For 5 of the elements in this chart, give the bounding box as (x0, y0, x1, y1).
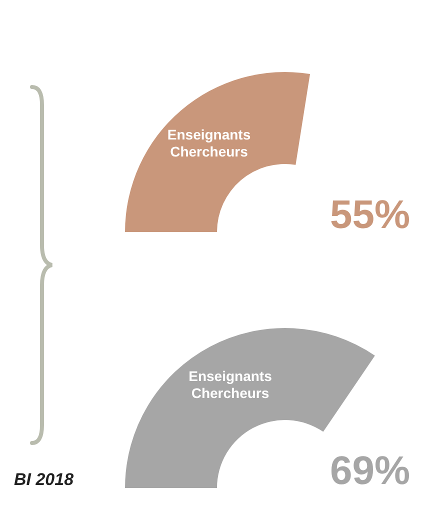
category-label: Enseignants Chercheurs (188, 368, 272, 402)
data-label: 69% (330, 449, 410, 493)
category-label: Enseignants Chercheurs (167, 126, 251, 160)
text: BI 2018 (14, 470, 74, 489)
data-label: 55% (330, 193, 410, 237)
